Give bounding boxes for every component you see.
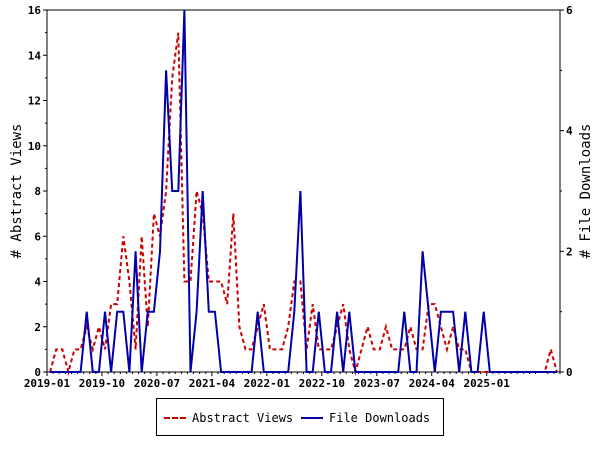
y-right-tick-label: 4	[566, 125, 573, 138]
x-tick-label: 2024-04	[409, 377, 456, 390]
series-line-file-downloads	[50, 9, 557, 373]
series-layer	[49, 9, 558, 376]
x-tick-label: 2023-07	[354, 377, 400, 390]
y-left-tick-label: 4	[34, 276, 41, 289]
y-left-tick-label: 10	[28, 140, 41, 153]
legend-label-abstract-views: Abstract Views	[192, 411, 294, 425]
y-left-tick-label: 0	[34, 366, 41, 379]
legend-label-file-downloads: File Downloads	[329, 411, 431, 425]
y-left-axis-title: # Abstract Views	[9, 124, 25, 259]
legend-swatch-file-downloads	[301, 417, 323, 419]
y-right-tick-label: 6	[566, 4, 573, 17]
y-left-axis: 0 2 4 6 8 10 12 14 16	[28, 4, 47, 379]
x-tick-label: 2019-10	[79, 377, 125, 390]
x-tick-label: 2022-10	[299, 377, 345, 390]
y-right-tick-label: 0	[566, 366, 573, 379]
y-left-tick-label: 14	[28, 49, 42, 62]
x-tick-label: 2022-01	[244, 377, 291, 390]
x-axis: 2019-01 2019-10 2020-07 2021-04 2022-01 2022-…	[24, 372, 561, 390]
y-left-tick-label: 16	[28, 4, 42, 17]
x-tick-label: 2025-01	[464, 377, 511, 390]
y-left-tick-label: 2	[34, 321, 41, 334]
y-right-axis-title: # File Downloads	[578, 124, 594, 259]
y-left-tick-label: 8	[34, 185, 41, 198]
y-right-tick-label: 2	[566, 245, 573, 258]
x-tick-label: 2019-01	[24, 377, 71, 390]
y-right-axis: 0 2 4 6	[560, 4, 573, 379]
y-left-tick-label: 6	[34, 230, 41, 243]
legend-swatch-abstract-views	[164, 417, 186, 419]
legend: Abstract Views File Downloads	[156, 398, 444, 436]
y-left-tick-label: 12	[28, 95, 41, 108]
x-tick-label: 2021-04	[189, 377, 236, 390]
x-tick-label: 2020-07	[134, 377, 180, 390]
legend-item-file-downloads: File Downloads	[301, 410, 430, 426]
legend-item-abstract-views: Abstract Views	[164, 410, 293, 426]
